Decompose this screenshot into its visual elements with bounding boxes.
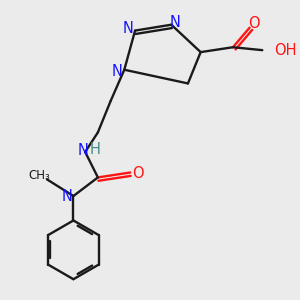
Text: CH₃: CH₃	[28, 169, 50, 182]
Text: N: N	[123, 21, 134, 36]
Text: N: N	[62, 188, 73, 203]
Text: O: O	[132, 166, 144, 181]
Text: N: N	[112, 64, 123, 79]
Text: N: N	[78, 143, 88, 158]
Text: H: H	[89, 142, 100, 157]
Text: OH: OH	[274, 43, 297, 58]
Text: N: N	[170, 15, 181, 30]
Text: O: O	[248, 16, 259, 31]
